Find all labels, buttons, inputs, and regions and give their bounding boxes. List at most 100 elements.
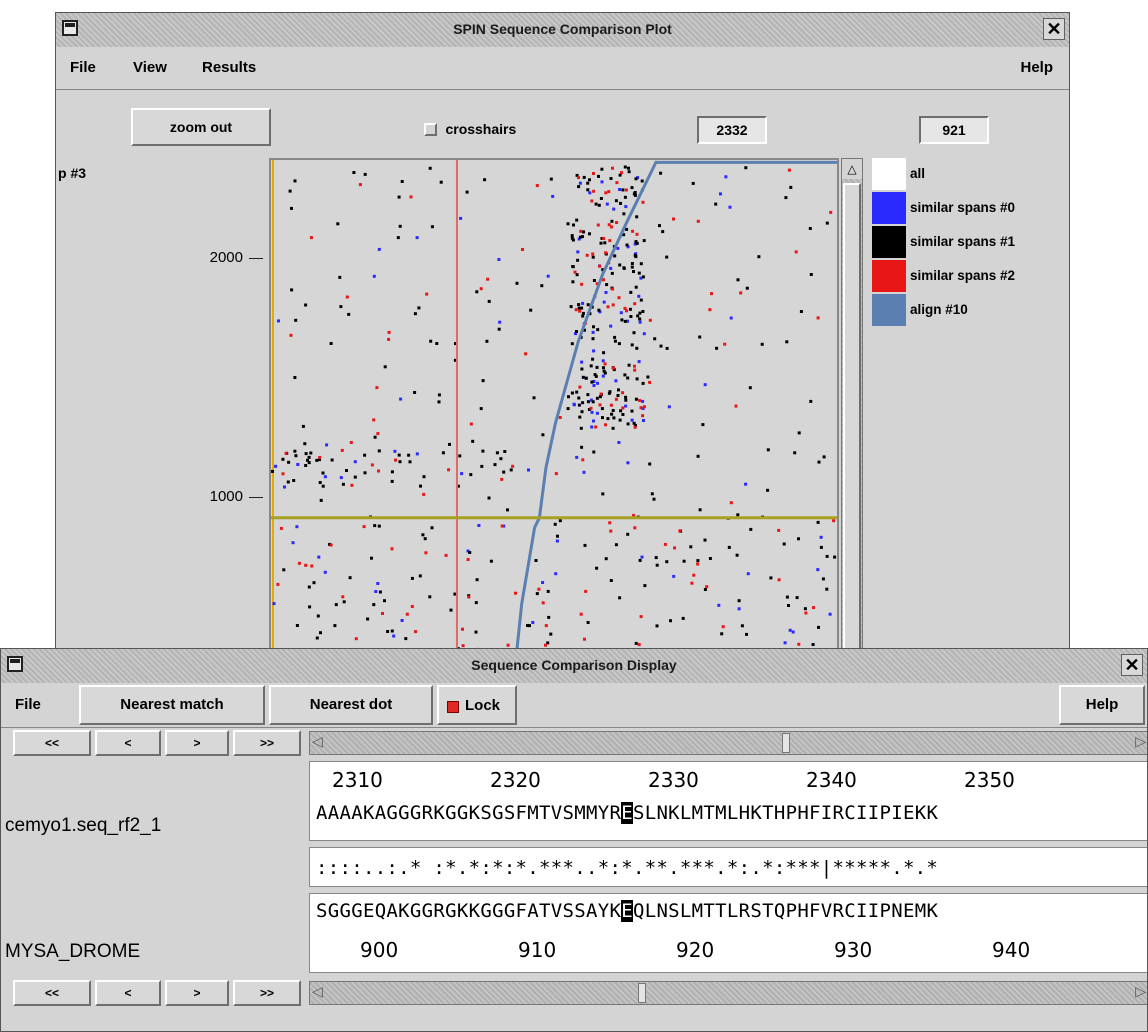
dot-point — [625, 243, 629, 247]
scroll-right-arrow-icon[interactable]: ▷ — [1135, 983, 1146, 999]
crosshairs-toggle[interactable]: crosshairs — [424, 121, 516, 139]
nav-first-button[interactable]: << — [13, 980, 91, 1006]
seq2-scrollbar[interactable]: ◁ ▷ — [309, 981, 1147, 1005]
nav-last-button[interactable]: >> — [233, 980, 301, 1006]
legend-item[interactable]: all — [872, 158, 1069, 190]
menu-results[interactable]: Results — [202, 59, 257, 76]
menu-file[interactable]: File — [70, 59, 96, 76]
scroll-left-arrow-icon[interactable]: ◁ — [312, 733, 323, 749]
nearest-match-button[interactable]: Nearest match — [79, 685, 265, 725]
nav-next-button[interactable]: > — [165, 730, 229, 756]
dot-point — [703, 588, 707, 591]
window-menu-icon[interactable] — [62, 20, 78, 36]
dot-point — [541, 601, 545, 605]
seq1-before: AAAAKAGGGRKGGKSGSFMTVSMMYR — [316, 802, 622, 824]
dot-point — [303, 442, 307, 446]
dot-point — [626, 319, 629, 323]
dot-point — [784, 196, 788, 200]
dot-point — [503, 450, 507, 453]
dot-point — [319, 631, 322, 635]
dot-point — [635, 377, 639, 381]
dot-point — [521, 248, 524, 251]
scroll-right-arrow-icon[interactable]: ▷ — [1135, 733, 1146, 749]
seq-window-titlebar[interactable]: Sequence Comparison Display ✕ — [1, 649, 1147, 683]
dot-point — [586, 621, 590, 624]
dot-point — [333, 624, 337, 628]
legend-item[interactable]: similar spans #2 — [872, 260, 1069, 292]
nav-next-button[interactable]: > — [165, 980, 229, 1006]
nav-first-button[interactable]: << — [13, 730, 91, 756]
dot-point — [633, 364, 636, 368]
seq2-name: MYSA_DROME — [5, 941, 141, 962]
nav-prev-button[interactable]: < — [95, 980, 161, 1006]
dot-point — [498, 320, 502, 324]
dot-point — [575, 455, 579, 459]
dot-point — [577, 185, 581, 189]
scroll-up-arrow-icon[interactable]: △ — [842, 159, 862, 179]
scroll-left-arrow-icon[interactable]: ◁ — [312, 983, 323, 999]
seq1-after: SLNKLMTMLHKTHPHFIRCIIPIEKK — [632, 802, 939, 824]
scroll-thumb[interactable] — [638, 983, 646, 1003]
dot-point — [654, 556, 658, 560]
dot-point — [284, 451, 288, 455]
dot-point — [598, 395, 602, 399]
dot-point — [577, 396, 581, 400]
crosshairs-checkbox[interactable] — [424, 123, 437, 137]
dot-point — [290, 206, 293, 210]
seq1-scrollbar[interactable]: ◁ ▷ — [309, 731, 1147, 755]
dot-point — [497, 327, 501, 331]
dot-point — [437, 393, 441, 397]
dot-point — [641, 200, 645, 204]
y-coordinate-field[interactable]: 921 — [919, 116, 989, 144]
dot-point — [581, 375, 585, 379]
dot-point — [304, 303, 308, 307]
dot-point — [769, 576, 773, 580]
dot-point — [797, 642, 801, 646]
dot-plot[interactable] — [269, 158, 839, 668]
nearest-dot-button[interactable]: Nearest dot — [269, 685, 433, 725]
dot-point — [580, 306, 584, 310]
dot-point — [500, 477, 504, 481]
dot-point — [295, 525, 299, 529]
dot-point — [573, 270, 577, 274]
zoom-out-button[interactable]: zoom out — [131, 108, 271, 146]
dot-point — [633, 253, 637, 257]
scroll-thumb[interactable] — [843, 183, 861, 657]
seq-help-button[interactable]: Help — [1059, 685, 1145, 725]
nav-last-button[interactable]: >> — [233, 730, 301, 756]
dot-point — [383, 599, 386, 603]
close-icon[interactable]: ✕ — [1121, 654, 1143, 676]
legend-item[interactable]: similar spans #1 — [872, 226, 1069, 258]
legend-item[interactable]: similar spans #0 — [872, 192, 1069, 224]
plot-window-titlebar[interactable]: SPIN Sequence Comparison Plot ✕ — [56, 13, 1069, 47]
dot-point — [745, 632, 748, 636]
dot-point — [614, 397, 618, 401]
plot-vertical-scrollbar[interactable]: △ — [841, 158, 863, 668]
dot-point — [500, 524, 504, 528]
dot-point — [639, 262, 643, 266]
scroll-thumb[interactable] — [782, 733, 790, 753]
dot-point — [627, 166, 630, 170]
dot-point — [554, 572, 558, 576]
dot-point — [783, 641, 787, 645]
x-coordinate-field[interactable]: 2332 — [697, 116, 767, 144]
dot-point — [653, 337, 657, 341]
dot-point — [609, 266, 613, 270]
menu-view[interactable]: View — [133, 59, 167, 76]
menu-help[interactable]: Help — [1020, 59, 1053, 76]
nav-prev-button[interactable]: < — [95, 730, 161, 756]
dot-point — [448, 442, 451, 446]
legend-item[interactable]: align #10 — [872, 294, 1069, 326]
seq-menu-file[interactable]: File — [15, 696, 41, 713]
lock-toggle[interactable]: Lock — [437, 685, 517, 725]
dot-point — [617, 296, 621, 300]
dot-point — [708, 557, 712, 560]
window-menu-icon[interactable] — [7, 656, 23, 672]
lock-checkbox[interactable] — [447, 701, 459, 713]
dot-point — [618, 418, 622, 422]
dot-point — [323, 570, 327, 574]
dot-point — [390, 629, 394, 633]
dot-point — [602, 300, 606, 304]
dot-point — [400, 619, 404, 622]
close-icon[interactable]: ✕ — [1043, 18, 1065, 40]
